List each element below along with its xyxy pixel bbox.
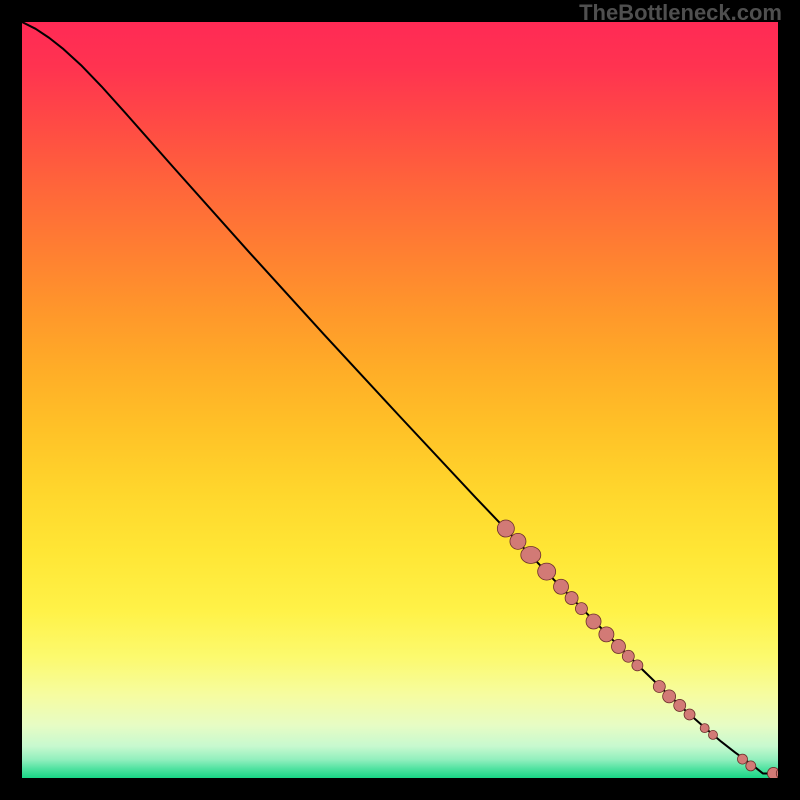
data-marker — [737, 754, 747, 764]
watermark-label: TheBottleneck.com — [579, 0, 782, 26]
data-marker — [586, 614, 601, 629]
data-marker — [538, 563, 556, 580]
plot-area — [22, 22, 778, 778]
data-marker — [663, 690, 676, 703]
data-marker — [708, 730, 717, 739]
data-marker — [565, 592, 578, 605]
data-marker — [700, 724, 709, 733]
plot-svg — [22, 22, 778, 778]
data-marker — [575, 603, 587, 615]
data-marker — [684, 709, 695, 720]
data-marker — [599, 627, 614, 642]
data-marker — [653, 681, 665, 693]
data-marker — [521, 546, 541, 563]
data-marker — [622, 650, 634, 662]
data-marker — [746, 761, 756, 771]
data-marker — [632, 660, 643, 671]
gradient-background — [22, 22, 778, 778]
data-marker — [674, 699, 686, 711]
data-marker — [611, 639, 625, 653]
data-marker — [497, 520, 514, 537]
data-marker — [510, 533, 526, 549]
data-marker — [554, 579, 569, 594]
stage: TheBottleneck.com — [0, 0, 800, 800]
